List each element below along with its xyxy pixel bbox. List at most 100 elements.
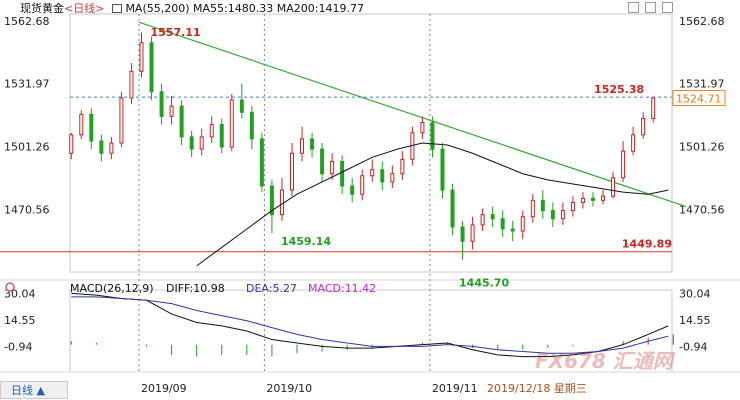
candle-body	[490, 214, 495, 220]
candle-body	[570, 201, 575, 212]
candle-body	[621, 150, 626, 179]
price-annotation: 1525.38	[594, 83, 644, 96]
price-panel-frame	[69, 13, 673, 273]
period-tag: <日线>	[64, 2, 105, 15]
macd-diff-line	[71, 292, 669, 358]
ma55-line	[196, 142, 669, 267]
candle-body	[229, 99, 234, 148]
candle-body	[239, 99, 244, 113]
y-tick-label-right: 1470.56	[679, 203, 725, 216]
x-tick-label: 2019/10	[266, 382, 312, 395]
candle-body	[380, 169, 385, 183]
candle-body	[430, 122, 435, 150]
ma-icon	[111, 4, 122, 13]
candle-body	[289, 152, 294, 191]
candle-body	[611, 177, 616, 197]
instrument-name: 现货黄金	[20, 2, 64, 15]
current-price-label: 1524.71	[676, 93, 722, 106]
candle-body	[420, 122, 425, 134]
candle-body	[259, 138, 264, 187]
x-tick-label: 2019/11	[432, 382, 478, 395]
candle-body	[520, 216, 525, 232]
candle-body	[651, 97, 656, 119]
candle-body	[279, 189, 284, 216]
ma200-value: MA200:1419.77	[276, 2, 364, 15]
settings-icon	[5, 282, 15, 292]
candle-body	[440, 148, 445, 191]
candle-body	[189, 136, 194, 150]
price-annotation: 1449.89	[622, 238, 672, 251]
macd-diff-value: DIFF:10.98	[166, 282, 225, 295]
candle-body	[99, 140, 104, 154]
period-button[interactable]: 日线 ▲	[0, 381, 68, 399]
close-icon[interactable]	[662, 2, 673, 13]
price-header: 现货黄金<日线> MA(55,200) MA55:1480.33 MA200:1…	[20, 0, 364, 17]
candle-body	[179, 105, 184, 138]
candle-body	[601, 195, 606, 201]
candle-body	[460, 226, 465, 242]
macd-tick-label-right: -0.94	[679, 340, 707, 353]
candle-body	[400, 158, 405, 175]
candle-body	[209, 124, 214, 138]
y-tick-label-right: 1562.68	[679, 15, 725, 28]
candle-body	[79, 113, 84, 136]
candle-body	[631, 134, 636, 152]
candle-body	[500, 218, 505, 230]
y-tick-label-left: 1470.56	[4, 203, 50, 216]
candle-body	[219, 124, 224, 148]
candle-body	[550, 210, 555, 220]
candle-body	[269, 185, 274, 216]
candle-body	[350, 185, 355, 195]
macd-tick-label-left: 14.55	[4, 314, 36, 327]
candle-body	[340, 160, 345, 187]
candle-body	[370, 169, 375, 177]
candle-body	[199, 136, 204, 150]
candle-body	[580, 197, 585, 203]
watermark: FX678 汇通网	[535, 349, 673, 373]
x-tick-label: 2019/09	[141, 382, 187, 395]
candle-body	[159, 91, 164, 117]
y-tick-label-right: 1501.26	[679, 141, 725, 154]
y-tick-label-left: 1531.97	[4, 78, 50, 91]
candle-body	[149, 42, 154, 93]
candle-body	[300, 138, 305, 154]
candle-body	[109, 142, 114, 154]
y-tick-label-left: 1562.68	[4, 15, 50, 28]
candle-body	[129, 70, 134, 99]
price-annotation: 1557.11	[151, 26, 201, 39]
ma55-value: MA55:1480.33	[193, 2, 274, 15]
candle-body	[641, 117, 646, 136]
price-annotation: 1445.70	[459, 276, 509, 289]
price-annotation: 1459.14	[281, 235, 331, 248]
candle-body	[450, 189, 455, 228]
macd-tick-label-left: -0.94	[4, 340, 32, 353]
candle-body	[390, 173, 395, 183]
macd-tick-label-left: 30.04	[4, 287, 36, 300]
trendline	[138, 21, 686, 208]
candle-body	[480, 214, 485, 226]
macd-tick-label-right: 30.04	[679, 287, 711, 300]
restore-icon[interactable]	[628, 2, 639, 13]
candle-body	[69, 134, 74, 154]
current-price-box	[672, 90, 726, 107]
candle-body	[530, 199, 535, 218]
candle-body	[470, 224, 475, 242]
candle-body	[249, 111, 254, 140]
candle-body	[560, 210, 565, 220]
watermark-date: 2019/12/18 星期三	[487, 382, 587, 395]
candle-body	[119, 97, 124, 144]
macd-dea-value: DEA:5.27	[246, 282, 297, 295]
candle-body	[169, 105, 174, 117]
candle-body	[330, 160, 335, 175]
macd-macd-value: MACD:11.42	[308, 282, 376, 295]
candle-body	[590, 197, 595, 201]
candle-body	[139, 42, 144, 72]
candle-body	[510, 228, 515, 232]
candle-body	[320, 148, 325, 175]
maximize-icon[interactable]	[645, 2, 656, 13]
ma-label: MA(55,200)	[125, 2, 190, 15]
macd-label: MACD(26,12,9)	[70, 282, 154, 295]
y-tick-label-left: 1501.26	[4, 141, 50, 154]
